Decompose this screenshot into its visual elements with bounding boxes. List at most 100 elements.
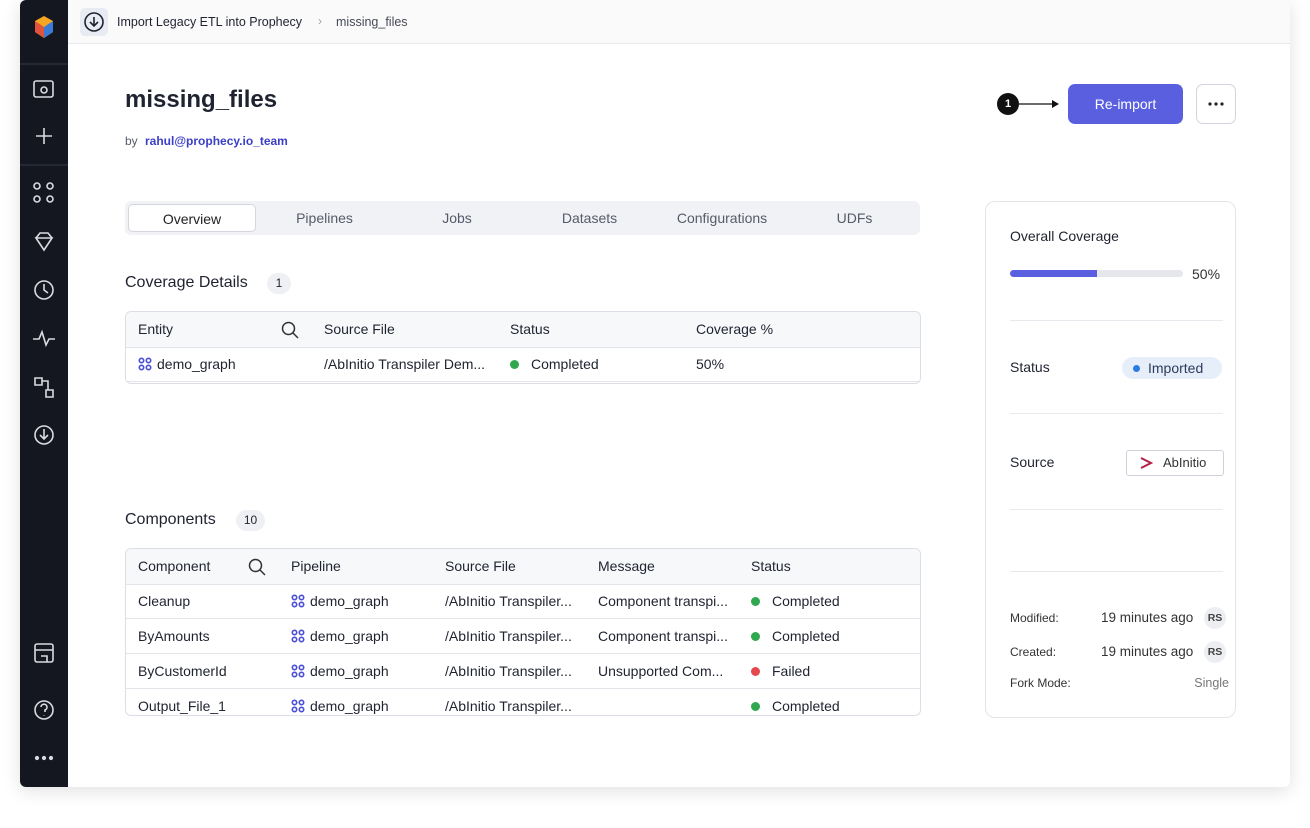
coverage-bar [1010, 270, 1097, 277]
more-button[interactable] [1196, 84, 1236, 124]
search-icon[interactable] [248, 558, 266, 576]
status-dot [751, 667, 760, 676]
more-icon [1208, 102, 1224, 106]
table-row: demo_graph/AbInitio Transpiler Dem... Com… [126, 347, 920, 382]
table-cell: Cleanup [138, 584, 190, 618]
coverage-value: 50% [1192, 266, 1221, 282]
cell-text: demo_graph [310, 663, 389, 679]
cell-text: Completed [531, 356, 599, 372]
column-header: Pipeline [291, 558, 341, 574]
search-icon[interactable] [281, 321, 299, 339]
source-value: AbInitio [1163, 455, 1207, 470]
table-cell: Completed [751, 584, 840, 618]
graph-icon [291, 664, 305, 678]
cell-text: ByCustomerId [138, 663, 227, 679]
cell-text: /AbInitio Transpiler... [445, 663, 572, 679]
meta-value: 19 minutes ago [1101, 644, 1194, 659]
cell-text: /AbInitio Transpiler Dem... [324, 356, 486, 372]
table-cell: Component transpi... [598, 584, 728, 618]
sidebar [20, 0, 68, 787]
table-cell: Component transpi... [598, 619, 728, 653]
table-cell: /AbInitio Transpiler... [445, 689, 572, 715]
tab[interactable]: UDFs [836, 210, 873, 226]
import-icon [80, 8, 108, 36]
page-title: missing_files [125, 86, 278, 113]
reimport-button[interactable]: Re-import [1068, 84, 1183, 124]
divider [1010, 509, 1223, 510]
cell-text: demo_graph [157, 356, 236, 372]
tab[interactable]: Datasets [561, 210, 618, 226]
table-cell: 50% [696, 347, 724, 381]
column-header: Entity [138, 321, 174, 337]
callout-arrow [1019, 100, 1059, 108]
cell-text: demo_graph [310, 593, 389, 609]
column-header: Component [138, 558, 211, 574]
cell-text: Completed [772, 698, 840, 714]
cell-text: 50% [696, 356, 725, 372]
breadcrumb-separator: › [318, 14, 322, 28]
source-badge: AbInitio [1126, 450, 1224, 476]
table-cell: Output_File_1 [138, 689, 226, 715]
tab[interactable]: Overview [128, 204, 256, 232]
cell-text: Unsupported Com... [598, 663, 724, 679]
user-avatar: RS [1204, 607, 1226, 629]
breadcrumb-current: missing_files [336, 15, 408, 29]
sidebar-icons [20, 16, 68, 761]
meta-label: Created: [1010, 645, 1057, 659]
cell-text: Output_File_1 [138, 698, 226, 714]
count-badge: 10 [236, 510, 265, 531]
cell-text: /AbInitio Transpiler... [445, 698, 572, 714]
source-label: Source [1010, 454, 1055, 470]
status-dot [751, 702, 760, 711]
coverage-table: Entity Source File Status Coverage % demo_gr… [125, 311, 921, 384]
components-table: Component Pipeline Source File Message Statu… [125, 548, 921, 716]
status-label: Status [1010, 359, 1050, 375]
table-cell: ByAmounts [138, 619, 210, 653]
section-title: Coverage Details [125, 274, 248, 291]
coverage-track [1010, 270, 1183, 277]
table-row: Cleanup demo_graph/AbInitio Transpiler...… [126, 584, 920, 619]
table-row: ByCustomerId demo_graph/AbInitio Transpil… [126, 654, 920, 689]
author-link[interactable]: rahul@prophecy.io_team [145, 134, 288, 148]
coverage-label: Overall Coverage [1010, 228, 1119, 244]
meta-label: Fork Mode: [1010, 676, 1071, 690]
graph-icon [138, 357, 152, 371]
table-row: Output_File_1 demo_graph/AbInitio Transpi… [126, 689, 920, 715]
meta-value: 19 minutes ago [1101, 610, 1194, 625]
table-cell: demo_graph [291, 584, 389, 618]
column-header: Message [598, 558, 655, 574]
graph-icon [291, 594, 305, 608]
column-header: Status [510, 321, 550, 337]
meta-label: Modified: [1010, 611, 1059, 625]
table-cell: demo_graph [291, 654, 389, 688]
column-header: Source File [324, 321, 395, 337]
user-avatar: RS [1204, 641, 1226, 663]
status-dot [1133, 365, 1140, 372]
table-cell: Unsupported Com... [598, 654, 723, 688]
table-cell: /AbInitio Transpiler... [445, 584, 572, 618]
table-cell: demo_graph [291, 619, 389, 653]
status-value: Imported [1148, 360, 1204, 376]
section-title: Components [125, 511, 216, 528]
breadcrumb-link[interactable]: Import Legacy ETL into Prophecy [117, 15, 303, 29]
count-badge: 1 [267, 273, 291, 294]
column-header: Coverage % [696, 321, 774, 337]
tab[interactable]: Jobs [442, 210, 472, 226]
graph-icon [291, 699, 305, 713]
tab-bar: Overview Pipelines Jobs Datasets Configurati… [125, 201, 920, 235]
tab[interactable]: Configurations [676, 210, 768, 226]
status-dot [510, 360, 519, 369]
cell-text: ByAmounts [138, 628, 210, 644]
cell-text: Component transpi... [598, 593, 728, 609]
meta-value: Single [1194, 676, 1229, 690]
column-header: Status [751, 558, 791, 574]
tab[interactable]: Pipelines [296, 210, 353, 226]
cell-text: /AbInitio Transpiler... [445, 593, 572, 609]
summary-panel [985, 201, 1236, 718]
status-badge: Imported [1122, 357, 1222, 379]
status-dot [751, 597, 760, 606]
graph-icon [291, 629, 305, 643]
table-cell: demo_graph [291, 689, 389, 715]
by-label: by [125, 134, 138, 148]
divider [1010, 320, 1223, 321]
